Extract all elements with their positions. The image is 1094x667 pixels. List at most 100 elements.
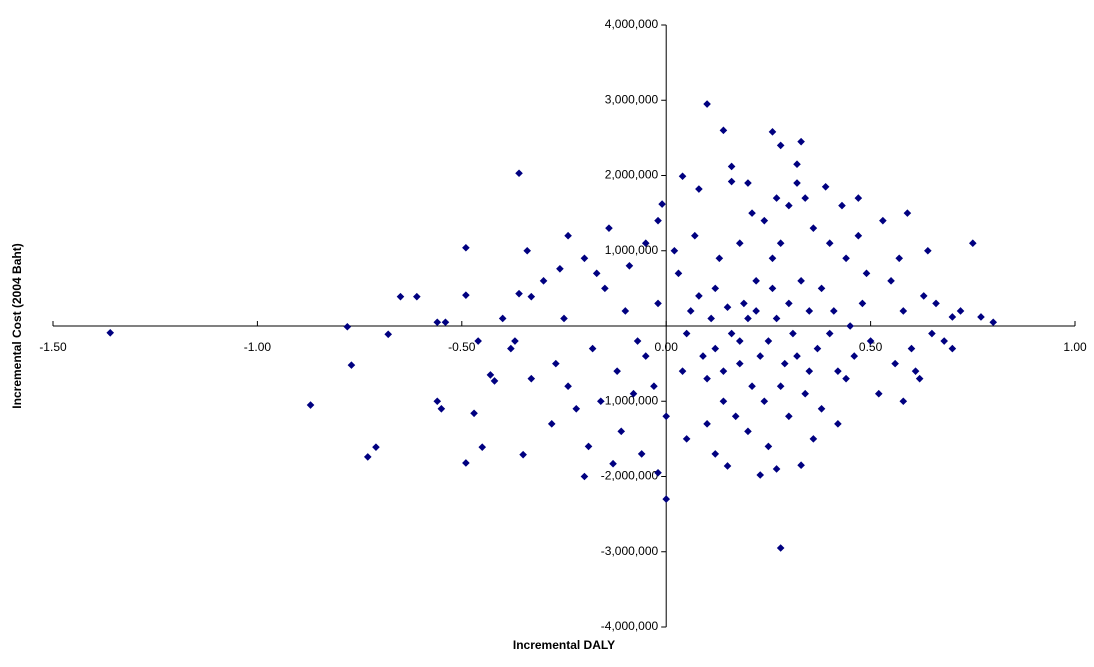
point [740,299,748,308]
point [911,367,920,375]
point [735,239,744,248]
point [744,179,752,187]
point [772,465,781,473]
point [437,404,446,413]
point [780,359,789,368]
point [515,289,523,298]
point [691,231,699,240]
y-tick-label: 1,000,000 [605,243,659,257]
point [772,194,781,202]
point [891,359,899,368]
point [347,361,356,369]
point [899,307,908,315]
point [825,239,834,248]
x-tick-label: 1.00 [1063,340,1087,354]
y-axis-title: Incremental Cost (2004 Baht) [10,243,24,408]
point [695,292,703,300]
point [919,292,928,300]
point [633,337,642,345]
point [842,254,850,263]
point [580,472,589,481]
x-tick-label: -0.50 [448,340,476,354]
point [682,435,691,443]
point [862,269,871,278]
point [433,318,442,327]
point [809,435,818,443]
point [564,231,572,240]
point [801,194,809,202]
point [846,322,854,330]
point [760,216,769,225]
point [727,162,736,171]
x-tick-label: -1.50 [39,340,67,354]
point [629,389,638,398]
point [572,404,581,413]
point [674,269,683,278]
point [654,299,662,308]
point [699,352,707,360]
y-tick-label: -1,000,000 [601,393,659,407]
point [539,277,548,285]
point [813,344,822,353]
point [552,359,560,368]
point [682,329,691,338]
point [887,277,895,285]
point [396,292,405,301]
point [776,382,785,390]
point [785,299,793,308]
point [928,329,936,338]
point [830,307,838,315]
y-tick-label: -2,000,000 [601,469,659,483]
point [601,284,609,293]
point [969,239,977,248]
point [809,224,818,232]
point [413,292,421,301]
point [752,277,760,285]
point [462,459,470,467]
point [695,185,703,193]
point [523,246,532,255]
point [507,344,515,353]
point [866,337,875,345]
point [703,374,711,383]
point [637,450,646,458]
point [854,231,863,240]
point [756,352,765,360]
point [588,344,597,353]
point [768,254,777,263]
point [731,412,740,421]
point [817,404,826,413]
y-tick-label: 2,000,000 [605,168,659,182]
point [825,329,834,338]
point [306,401,315,409]
point [654,468,662,477]
point [719,397,728,406]
point [989,318,998,327]
point [748,382,756,390]
point [776,544,785,552]
point [490,377,499,385]
point [948,313,957,321]
point [560,314,568,323]
point [723,303,732,311]
point [462,243,470,252]
point [711,344,720,353]
y-tick-label: 4,000,000 [605,17,659,31]
point [719,126,728,135]
point [907,344,916,353]
y-tick-label: -4,000,000 [601,619,659,633]
point [584,442,593,451]
point [879,216,887,225]
point [776,239,785,248]
point [662,495,670,503]
point [703,100,711,108]
point [580,254,589,263]
point [903,209,912,217]
x-tick-label: 0.50 [859,340,883,354]
point [711,450,720,458]
point [764,442,773,451]
point [727,177,736,186]
point [519,450,527,459]
point [834,420,842,428]
